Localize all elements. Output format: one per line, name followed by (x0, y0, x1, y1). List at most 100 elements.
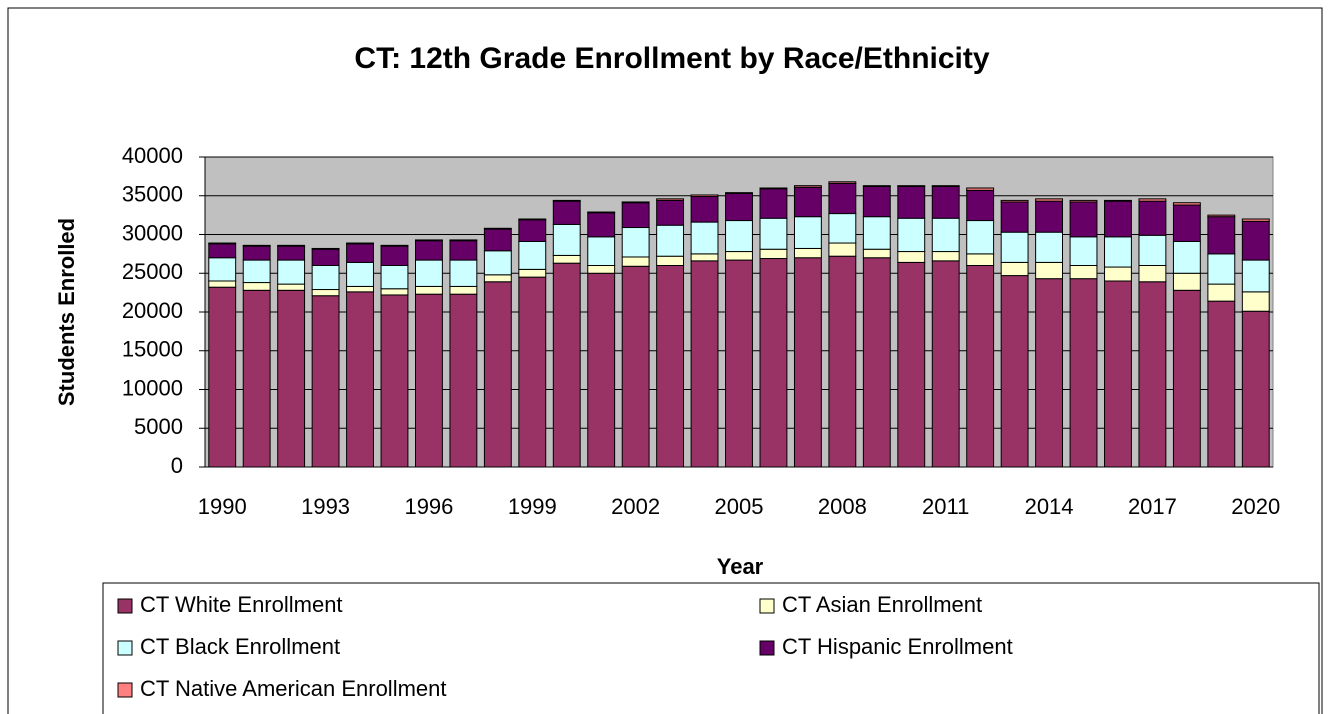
bar-segment (725, 220, 753, 253)
bar-segment (862, 216, 891, 250)
bar-segment (1035, 261, 1064, 280)
bar-segment (518, 240, 547, 270)
bar-segment (483, 250, 512, 276)
bar-segment (346, 285, 374, 293)
bar-segment (449, 240, 478, 261)
bar-segment (449, 293, 478, 468)
bar-segment (862, 185, 891, 187)
bar-segment (1138, 200, 1167, 236)
bar-segment (725, 259, 753, 468)
x-axis-title: Year (717, 554, 764, 579)
bar-segment (1138, 234, 1167, 266)
y-tick-label: 40000 (122, 143, 183, 168)
bar-segment (242, 259, 271, 284)
bar-segment (759, 187, 788, 190)
y-axis-title: Students Enrolled (54, 218, 79, 406)
bar-segment (690, 196, 719, 223)
bar-segment (346, 261, 374, 287)
bar-segment (931, 260, 960, 468)
bar-segment (931, 185, 960, 219)
bar-segment (1207, 283, 1236, 302)
bar-segment (380, 294, 409, 468)
bar-segment (793, 247, 822, 259)
y-tick-label: 0 (171, 453, 183, 478)
bar-segment (966, 189, 995, 222)
bar-segment (1138, 281, 1167, 468)
legend-swatch (759, 598, 775, 614)
bar-segment (208, 280, 237, 288)
bar-segment (1172, 240, 1201, 274)
bar-segment (793, 186, 822, 218)
bar-segment (483, 228, 512, 252)
bar-segment (1104, 280, 1132, 468)
legend-label: CT White Enrollment (140, 592, 343, 617)
bar-segment (621, 256, 650, 267)
bar-segment (725, 251, 753, 261)
bar-segment (414, 239, 443, 242)
bar-segment (793, 257, 822, 468)
bar-segment (759, 217, 788, 250)
bar-segment (1000, 199, 1029, 203)
bar-segment (1172, 289, 1201, 468)
bar-segment (1035, 198, 1064, 202)
bar-segment (1207, 300, 1236, 468)
bar-segment (587, 272, 616, 468)
bar-segment (656, 265, 685, 468)
x-tick-label: 2014 (1025, 494, 1074, 519)
bar-segment (587, 265, 616, 274)
bar-segment (552, 200, 581, 225)
bar-segment (208, 286, 237, 468)
bar-segment (656, 198, 685, 201)
bar-segment (380, 244, 409, 247)
bar-segment (311, 289, 340, 297)
bar-segment (277, 259, 306, 285)
bar-segment (1138, 265, 1167, 283)
bar-segment (759, 188, 788, 219)
bar-segment (1000, 275, 1029, 468)
bar-segment (1241, 291, 1270, 312)
bar-segment (414, 240, 443, 261)
bar-segment (828, 255, 857, 468)
bar-segment (346, 291, 374, 468)
bar-segment (1172, 272, 1201, 291)
bar-segment (862, 185, 891, 218)
bar-segment (1138, 198, 1167, 202)
bar-segment (1069, 201, 1098, 238)
bar-segment (1207, 253, 1236, 285)
bar-segment (552, 223, 581, 256)
y-tick-label: 15000 (122, 337, 183, 362)
bar-segment (690, 260, 719, 468)
bar-segment (621, 227, 650, 258)
x-tick-label: 1999 (508, 494, 557, 519)
bar-segment (725, 192, 753, 194)
bar-segment (897, 217, 926, 253)
legend-swatch (117, 640, 133, 656)
bar-segment (587, 236, 616, 266)
bar-segment (1207, 214, 1236, 218)
bar-segment (1104, 266, 1132, 282)
y-tick-label: 5000 (134, 414, 183, 439)
bar-segment (759, 258, 788, 468)
bar-segment (828, 181, 857, 184)
bar-segment (449, 259, 478, 287)
x-tick-label: 2002 (611, 494, 660, 519)
chart-title: CT: 12th Grade Enrollment by Race/Ethnic… (354, 42, 989, 75)
bar-segment (1241, 218, 1270, 222)
bar-segment (690, 253, 719, 262)
bar-segment (414, 285, 443, 295)
bar-segment (966, 187, 995, 191)
bar-segment (621, 265, 650, 468)
bar-segment (1207, 216, 1236, 255)
y-tick-label: 25000 (122, 259, 183, 284)
bar-segment (277, 244, 306, 247)
x-tick-label: 1993 (301, 494, 350, 519)
bar-segment (931, 217, 960, 253)
bar-segment (587, 212, 616, 238)
bar-segment (1000, 231, 1029, 263)
bar-segment (1035, 200, 1064, 233)
bar-segment (483, 274, 512, 283)
legend-swatch (117, 598, 133, 614)
bar-segment (897, 185, 926, 219)
bar-segment (518, 219, 547, 242)
x-tick-label: 1996 (404, 494, 453, 519)
